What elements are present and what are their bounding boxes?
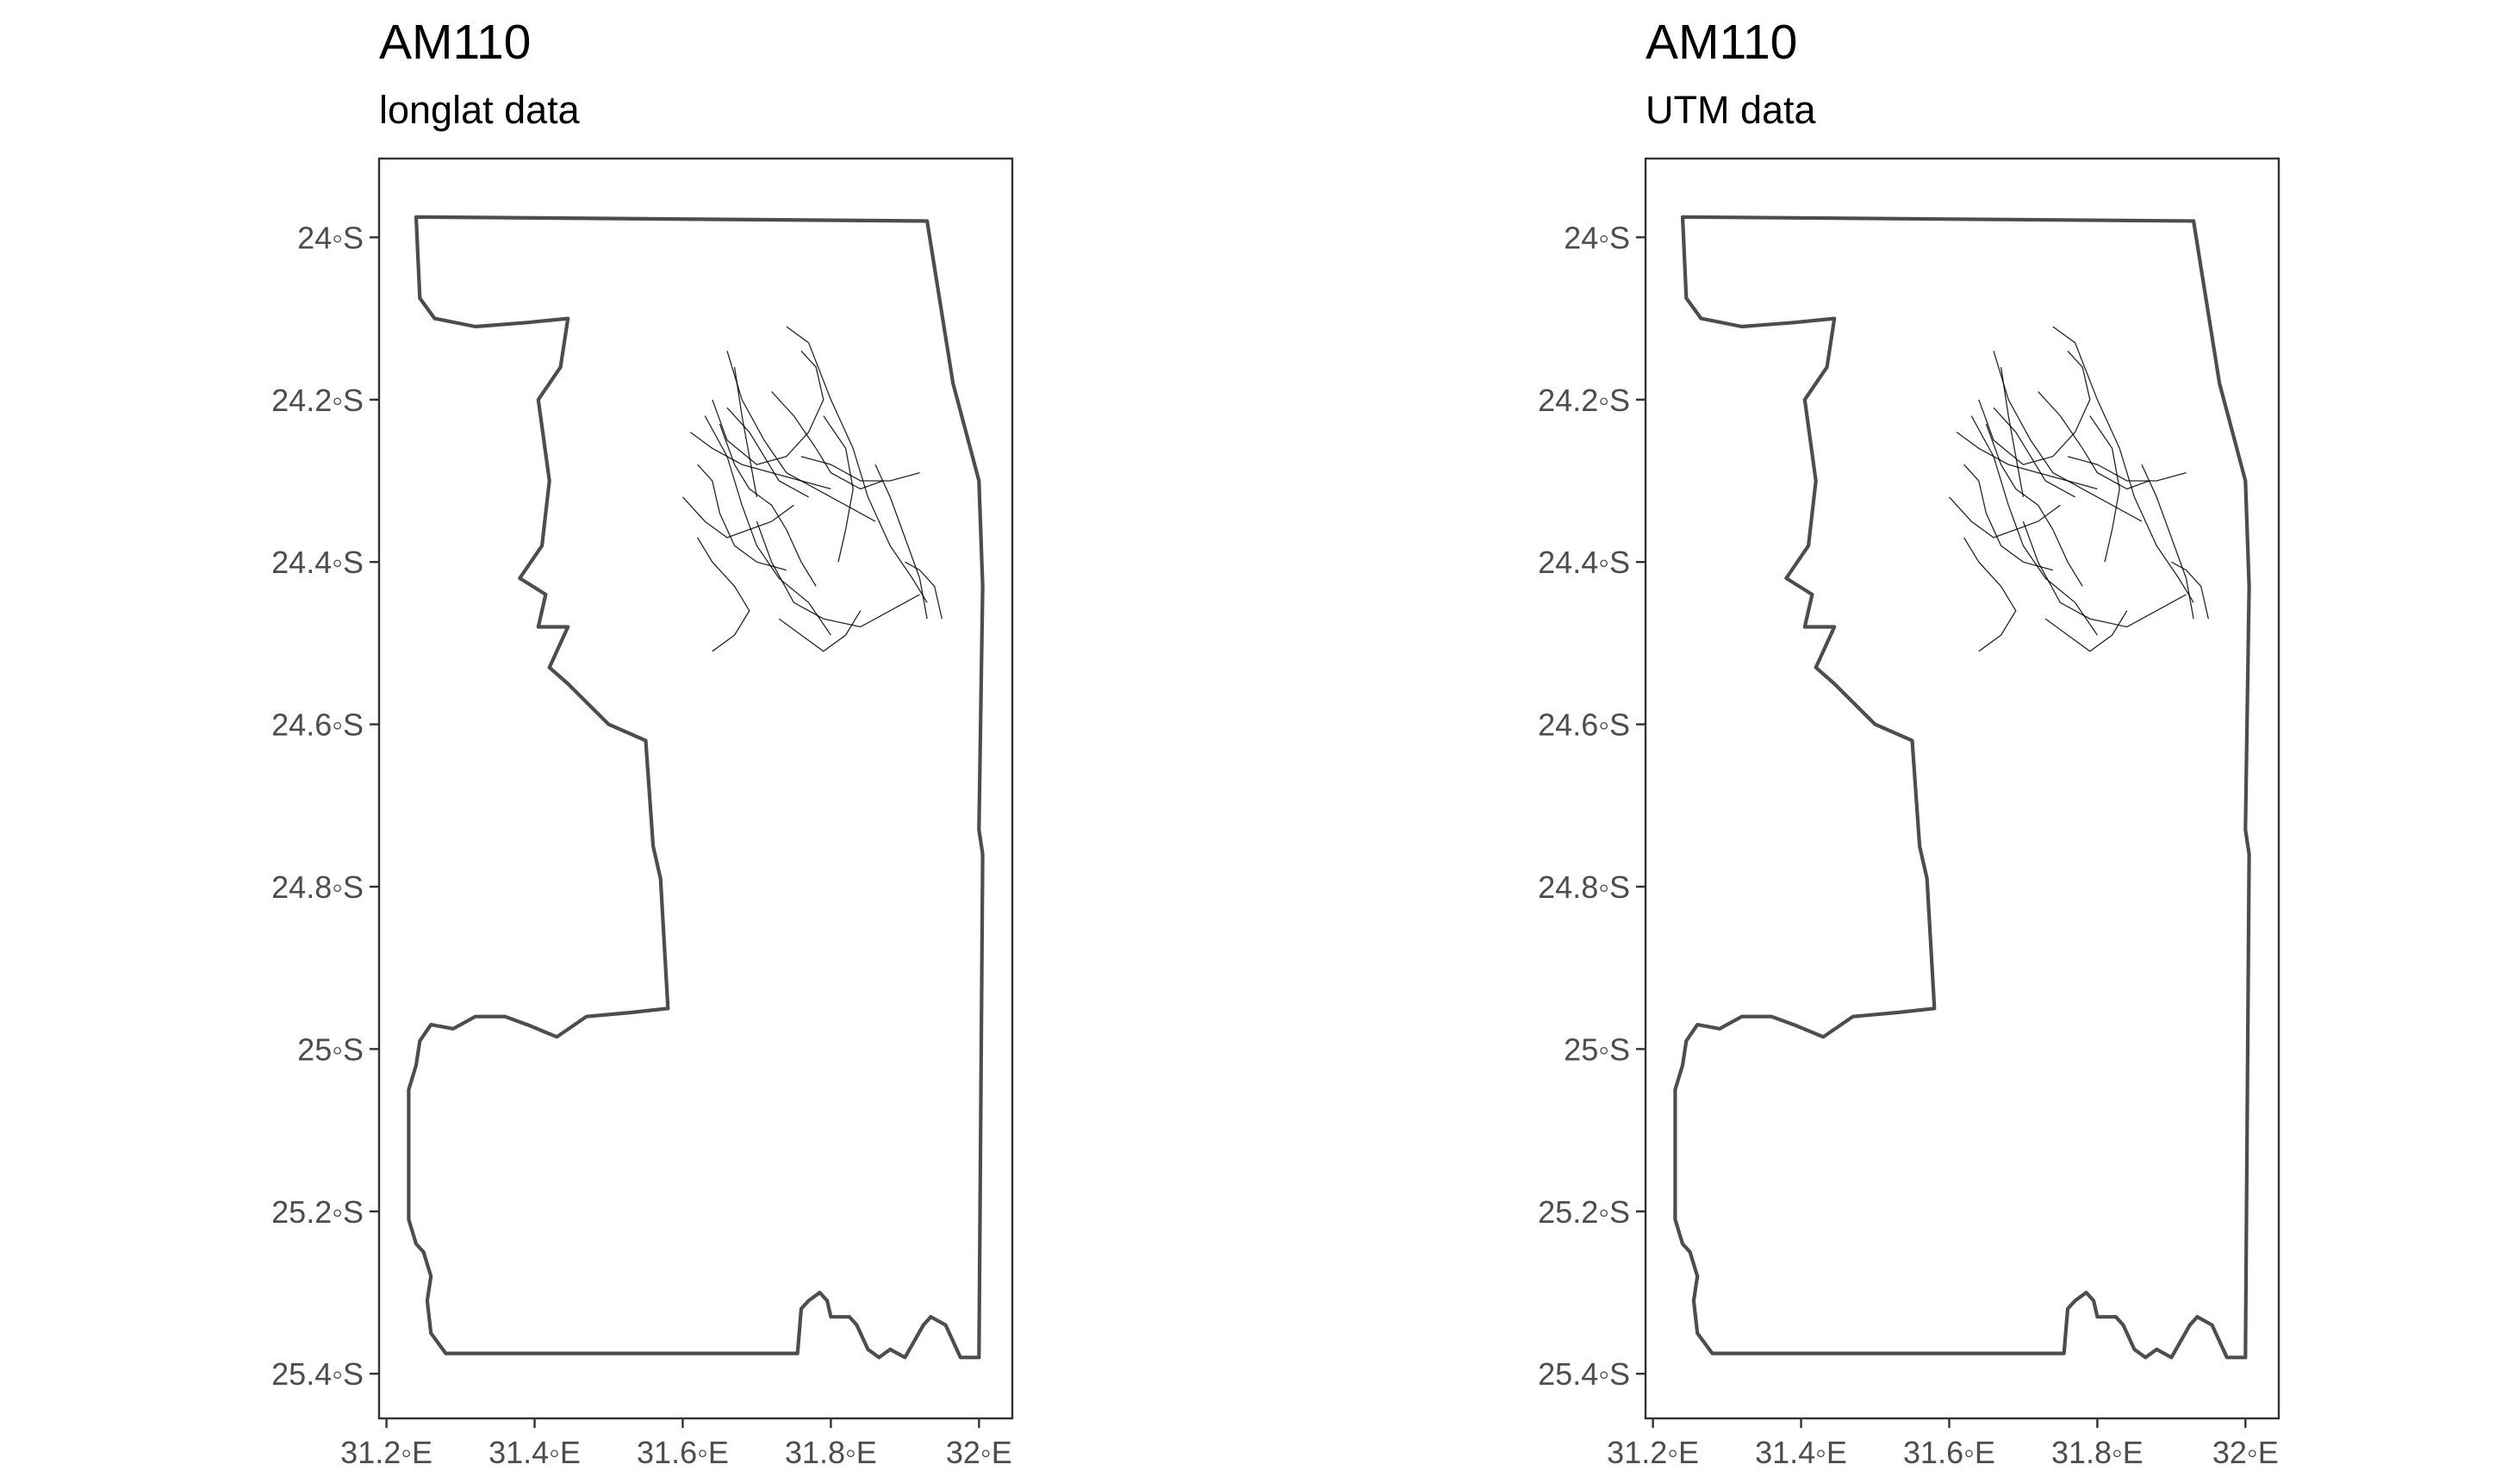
y-tick-label: 24.8◦S — [271, 869, 364, 905]
track-line — [682, 496, 794, 539]
track-line — [1963, 464, 2053, 571]
x-tick-label: 31.8◦E — [2051, 1435, 2144, 1470]
animal-tracks — [682, 326, 943, 652]
y-tick-label: 24.6◦S — [271, 707, 364, 743]
x-tick-label: 31.6◦E — [1903, 1435, 1995, 1470]
y-tick-label: 25.2◦S — [271, 1194, 364, 1230]
track-line — [726, 351, 876, 522]
x-tick-label: 31.6◦E — [637, 1435, 729, 1470]
y-tick-label: 24.2◦S — [271, 383, 364, 418]
track-line — [697, 464, 787, 571]
track-line — [2038, 390, 2150, 490]
track-line — [2089, 415, 2120, 563]
x-tick-label: 31.2◦E — [1607, 1435, 1699, 1470]
track-line — [2022, 520, 2187, 628]
track-line — [1985, 423, 2083, 587]
y-tick-label: 25◦S — [1564, 1031, 1630, 1067]
track-line — [726, 407, 809, 498]
track-line — [771, 390, 883, 490]
track-line — [1970, 415, 2098, 636]
left-map-panel: AM110 longlat data 24◦S 24.2◦S 24.4◦S 24.6◦S 2… — [271, 15, 1014, 1470]
track-line — [874, 464, 928, 620]
plot-border — [1644, 157, 2280, 1420]
chart-title: AM110 — [379, 15, 531, 70]
track-line — [2052, 326, 2194, 603]
track-line — [1993, 407, 2075, 498]
animal-tracks — [1949, 326, 2209, 652]
park-boundary — [1673, 215, 2251, 1360]
y-tick-label: 24.4◦S — [1538, 545, 1630, 580]
track-line — [800, 456, 920, 482]
y-tick-label: 24.8◦S — [1538, 869, 1630, 905]
x-tick-label: 32◦E — [2212, 1435, 2279, 1470]
track-line — [823, 415, 854, 563]
track-line — [712, 350, 824, 465]
track-line — [2067, 456, 2187, 482]
y-tick-label: 24◦S — [1564, 220, 1630, 255]
track-line — [905, 561, 943, 620]
x-tick-label: 31.2◦E — [340, 1435, 432, 1470]
track-line — [697, 537, 750, 652]
track-line — [2044, 610, 2128, 652]
y-tick-label: 24.6◦S — [1538, 707, 1630, 743]
y-tick-label: 24.4◦S — [271, 545, 364, 580]
y-tick-label: 25.4◦S — [1538, 1356, 1630, 1392]
x-tick-label: 31.4◦E — [488, 1435, 581, 1470]
right-map-panel: AM110 UTM data 24◦S 24.2◦S 24.4◦S 24.6◦S 24.8◦… — [1538, 15, 2280, 1470]
track-line — [1956, 431, 2098, 490]
track-line — [1978, 350, 2091, 465]
x-tick-label: 31.8◦E — [785, 1435, 877, 1470]
x-tick-label: 31.4◦E — [1755, 1435, 1847, 1470]
chart-subtitle: UTM data — [1646, 88, 1817, 132]
track-line — [786, 326, 928, 603]
track-line — [1993, 351, 2143, 522]
y-tick-label: 24◦S — [297, 220, 364, 255]
y-tick-label: 24.2◦S — [1538, 383, 1630, 418]
park-boundary — [407, 215, 985, 1360]
track-line — [689, 431, 831, 490]
track-line — [2171, 561, 2209, 620]
track-line — [704, 415, 831, 636]
track-line — [778, 610, 862, 652]
track-line — [1963, 537, 2017, 652]
y-tick-label: 25.2◦S — [1538, 1194, 1630, 1230]
x-tick-label: 32◦E — [946, 1435, 1012, 1470]
track-line — [2000, 367, 2025, 497]
y-tick-label: 25◦S — [297, 1031, 364, 1067]
chart-subtitle: longlat data — [379, 88, 581, 132]
track-line — [733, 367, 758, 497]
track-line — [756, 520, 920, 628]
track-line — [1949, 496, 2061, 539]
y-tick-label: 25.4◦S — [271, 1356, 364, 1392]
track-line — [2141, 464, 2194, 620]
track-line — [719, 423, 817, 587]
plot-border — [377, 157, 1014, 1420]
chart-title: AM110 — [1646, 15, 1797, 70]
